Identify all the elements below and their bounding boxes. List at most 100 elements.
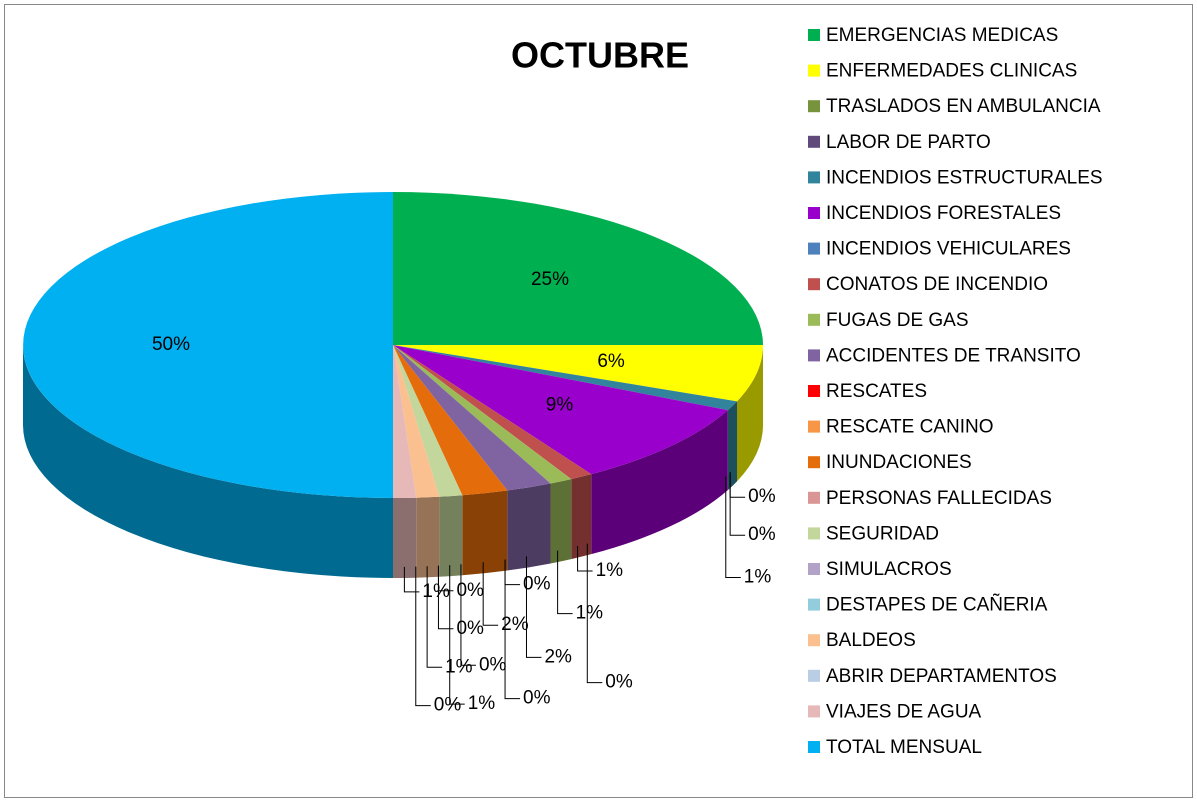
legend-label: INCENDIOS ESTRUCTURALES [826,167,1103,188]
leader-line [482,562,499,626]
data-label: 25% [531,269,569,290]
data-label: 0% [523,688,551,709]
leader-line [725,476,741,579]
slice-side [571,474,592,560]
pie-slice [393,345,728,475]
data-label: 0% [479,654,507,675]
legend-swatch [808,349,820,362]
legend-label: SIMULACROS [826,559,952,580]
legend-swatch [808,598,820,611]
legend-swatch [808,741,820,753]
slice-side [550,479,572,564]
legend-swatch [808,278,820,291]
pie-slice [393,192,763,345]
data-label: 0% [748,486,776,507]
legend-swatch [808,64,820,77]
slice-side [591,410,728,555]
data-label: 2% [544,646,572,667]
legend-label: FUGAS DE GAS [826,310,969,331]
leader-line [437,565,454,630]
pie-slice [393,345,551,491]
legend-swatch [808,207,820,219]
leader-line [586,543,603,684]
legend-swatch [808,385,820,397]
slice-side [439,495,463,577]
leader-line [525,556,542,658]
slice-side [507,483,551,571]
legend-swatch [808,135,820,148]
leader-line [577,546,593,572]
legend-swatch [808,313,820,326]
legend-label: DESTAPES DE CAÑERIA [826,594,1048,616]
legend-label: VIAJES DE AGUA [826,701,982,722]
slice-side [416,496,440,578]
pie-slice [393,345,508,496]
legend-swatch [808,563,820,575]
leader-line [557,550,573,615]
data-label: 0% [748,524,776,545]
legend-swatch [808,491,820,504]
legend-swatch [808,456,820,469]
data-label: 2% [501,614,529,635]
legend-label: TOTAL MENSUAL [826,737,982,758]
data-label: 6% [597,351,625,372]
data-label: 0% [434,695,462,716]
slice-side [393,497,417,578]
legend-label: BALDEOS [826,630,916,651]
data-label: 0% [456,580,484,601]
legend-label: LABOR DE PARTO [826,132,991,153]
leader-line [504,559,521,700]
leader-line [415,566,431,707]
legend-label: RESCATE CANINO [826,417,994,438]
data-label: 0% [456,618,484,639]
pie-slice [23,192,393,498]
pie-slice [393,345,417,498]
slice-side [23,345,393,578]
leader-line [460,564,476,666]
data-label: 1% [468,693,496,714]
legend-label: ACCIDENTES DE TRANSITO [826,345,1081,366]
data-label: 1% [744,567,772,588]
data-label: 1% [445,656,473,677]
data-label: 1% [422,581,450,602]
pie-slice [393,345,763,402]
legend-swatch [808,527,820,540]
slice-side [462,490,508,576]
legend-label: RESCATES [826,381,927,402]
pie-slice [393,345,440,498]
legend-label: TRASLADOS EN AMBULANCIA [826,96,1101,117]
data-label: 50% [152,334,190,355]
leader-line [426,566,443,668]
legend-swatch [808,705,820,718]
legend-swatch [808,171,820,184]
legend-swatch [808,242,820,255]
chart-title: OCTUBRE [511,35,689,76]
legend-label: ABRIR DEPARTAMENTOS [826,666,1057,687]
slice-side [737,345,763,482]
pie-slice [393,345,738,411]
legend-label: INCENDIOS VEHICULARES [826,239,1071,260]
legend-swatch [808,420,820,433]
legend-swatch [808,29,820,41]
legend-label: INUNDACIONES [826,452,972,473]
pie-slice [393,345,572,484]
legend-swatch [808,100,820,113]
pie-slice [393,345,592,480]
data-label: 9% [546,395,574,416]
leader-line [449,565,465,705]
leader-line [504,559,521,586]
leader-line [403,566,420,593]
data-label: 1% [576,603,604,624]
legend-swatch [808,669,820,682]
legend-label: INCENDIOS FORESTALES [826,203,1061,224]
slice-side [727,401,738,491]
data-label: 0% [523,574,551,595]
data-label: 1% [596,560,624,581]
data-label: 0% [605,672,633,693]
legend-label: SEGURIDAD [826,523,939,544]
leader-line [729,472,746,536]
legend-swatch [808,634,820,647]
legend-label: EMERGENCIAS MEDICAS [826,25,1058,46]
legend-label: CONATOS DE INCENDIO [826,274,1048,295]
